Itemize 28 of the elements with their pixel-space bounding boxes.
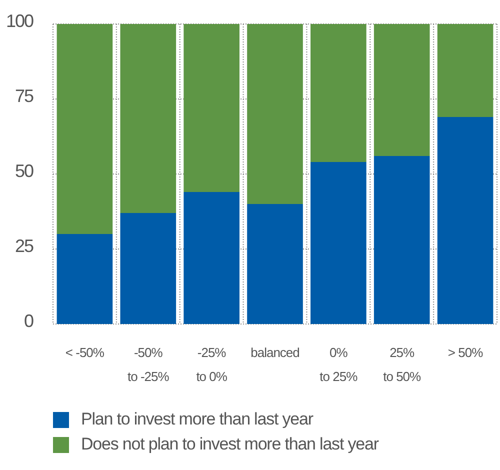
bar <box>247 24 303 204</box>
legend-label: Plan to invest more than last year <box>81 409 314 428</box>
y-tick-label: 75 <box>14 86 34 106</box>
x-tick-label: < -50% <box>65 345 105 360</box>
bar <box>120 213 176 324</box>
x-tick-label: -25% to 0% <box>196 345 228 384</box>
bar <box>184 192 240 324</box>
bar <box>374 156 430 324</box>
y-tick-label: 100 <box>6 10 34 31</box>
bar <box>56 24 113 234</box>
bar <box>437 24 494 117</box>
bar <box>310 24 366 162</box>
bar <box>56 234 113 324</box>
bar <box>437 117 494 324</box>
bar <box>310 162 366 324</box>
y-tick-label: 25 <box>14 236 34 256</box>
legend-label: Does not plan to invest more than last year <box>81 434 380 454</box>
bar <box>247 204 303 324</box>
x-tick-label: balanced <box>250 345 300 360</box>
y-tick-label: 0 <box>24 310 34 331</box>
bar <box>374 24 430 156</box>
x-tick-label: 25% to 50% <box>383 345 422 384</box>
bar <box>184 24 240 192</box>
x-tick-label: 0% to 25% <box>320 345 358 384</box>
bar <box>120 24 176 213</box>
y-tick-label: 50 <box>14 160 34 181</box>
x-tick-label: -50% to -25% <box>127 345 170 384</box>
x-tick-label: > 50% <box>448 345 484 360</box>
